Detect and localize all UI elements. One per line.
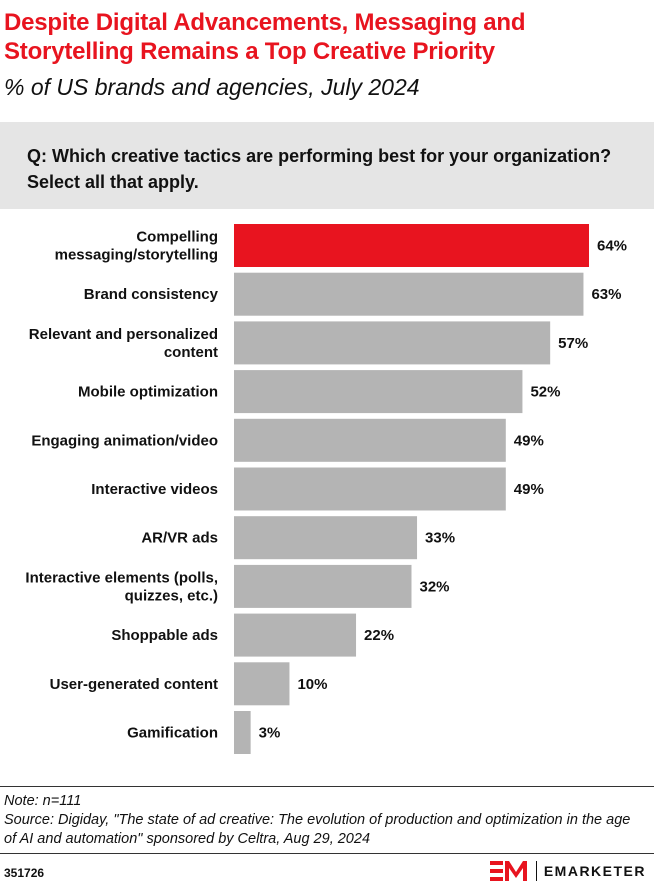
category-label: Gamification xyxy=(127,725,218,742)
value-label: 33% xyxy=(425,530,455,547)
value-label: 10% xyxy=(297,676,327,693)
footer-divider xyxy=(0,786,654,787)
value-label: 22% xyxy=(364,627,394,644)
brand-logo: EMARKETER xyxy=(489,857,646,885)
em-logo-icon xyxy=(489,861,527,881)
category-label: Shoppable ads xyxy=(111,627,218,644)
bar xyxy=(234,613,357,657)
bar xyxy=(234,711,251,754)
chart-title: Despite Digital Advancements, Messaging … xyxy=(4,9,526,65)
value-label: 63% xyxy=(591,286,621,303)
category-label: Interactive videos xyxy=(91,481,218,498)
bar-chart: 64% Compelling messaging/storytelling 63% Br… xyxy=(25,224,627,754)
category-label: Interactive elements (polls, quizzes, etc… xyxy=(25,569,218,604)
category-label: Relevant and personalized content xyxy=(29,326,218,361)
footer-notes: Note: n=111 Source: Digiday, "The state … xyxy=(4,792,644,849)
value-label: 32% xyxy=(420,578,450,595)
category-label: AR/VR ads xyxy=(141,530,218,547)
chart-id: 351726 xyxy=(4,866,45,880)
value-label: 3% xyxy=(259,725,281,742)
category-label: Mobile optimization xyxy=(78,384,218,401)
bar xyxy=(234,564,412,608)
value-label: 52% xyxy=(530,384,560,401)
category-label: Compelling messaging/storytelling xyxy=(55,229,218,264)
bar xyxy=(234,224,589,267)
value-label: 57% xyxy=(558,335,588,352)
chart-subtitle: % of US brands and agencies, July 2024 xyxy=(4,74,420,100)
brand-name: EMARKETER xyxy=(543,863,646,879)
bar xyxy=(234,418,506,462)
brand-separator xyxy=(535,861,537,881)
bar xyxy=(234,467,506,511)
category-label: User-generated content xyxy=(50,676,218,693)
category-label: Engaging animation/video xyxy=(31,432,218,449)
category-label: Brand consistency xyxy=(84,286,219,303)
footer-bottom-divider xyxy=(0,853,654,854)
bar xyxy=(234,370,523,414)
bar xyxy=(234,272,584,316)
bar xyxy=(234,321,551,365)
note-text: Note: n=111 xyxy=(4,793,82,809)
question-box: Q: Which creative tactics are performing… xyxy=(0,122,654,209)
question-text: Q: Which creative tactics are performing… xyxy=(27,146,612,192)
source-text: Source: Digiday, "The state of ad creati… xyxy=(4,812,631,847)
value-label: 49% xyxy=(514,432,544,449)
bar xyxy=(234,516,418,560)
value-label: 49% xyxy=(514,481,544,498)
bar xyxy=(234,662,290,706)
value-label: 64% xyxy=(597,238,627,255)
